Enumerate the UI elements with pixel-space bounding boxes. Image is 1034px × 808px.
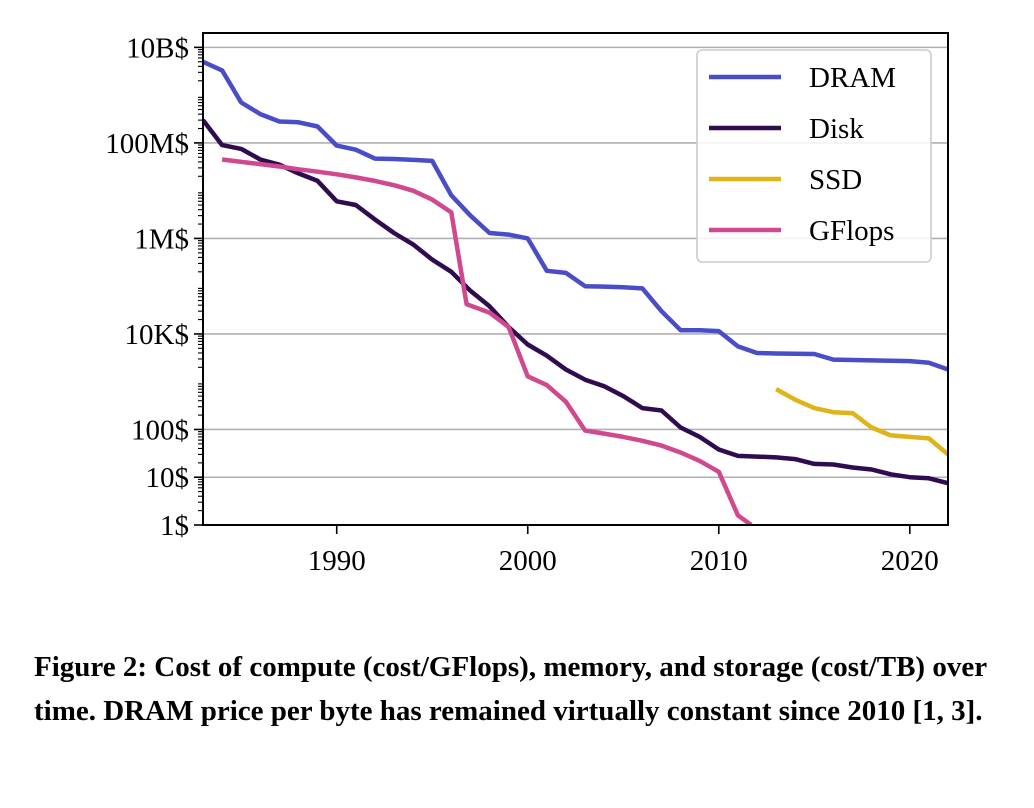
cost-over-time-chart: 1$ 10$ 100$ 10K$ 1M$ 100M$ 10B$ 1990 2000 2010 202… — [0, 0, 1034, 620]
series-line-ssd — [776, 389, 948, 454]
x-tick-label: 2020 — [881, 545, 939, 577]
series-line-gflops — [222, 160, 751, 526]
x-tick-label: 2000 — [499, 545, 557, 577]
x-tick-label: 1990 — [308, 545, 366, 577]
y-tick-label: 100$ — [131, 414, 189, 446]
legend-label-gflops: GFlops — [809, 215, 894, 247]
y-tick-label: 10K$ — [125, 319, 189, 351]
x-tick-label: 2010 — [690, 545, 748, 577]
y-tick-label: 1$ — [160, 510, 189, 542]
legend-label-ssd: SSD — [809, 164, 862, 196]
figure-caption: Figure 2: Cost of compute (cost/GFlops),… — [34, 645, 1004, 733]
legend: DRAM Disk SSD GFlops — [697, 50, 931, 262]
legend-label-dram: DRAM — [809, 62, 896, 94]
legend-label-disk: Disk — [809, 113, 864, 145]
y-tick-label: 1M$ — [134, 223, 189, 255]
y-tick-label: 10$ — [146, 462, 190, 494]
y-tick-label: 100M$ — [105, 128, 189, 160]
y-tick-label: 10B$ — [126, 32, 189, 64]
